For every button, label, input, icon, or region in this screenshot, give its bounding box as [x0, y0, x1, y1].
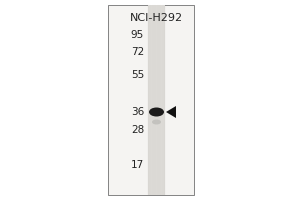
Bar	[148, 5, 165, 195]
Ellipse shape	[149, 108, 164, 116]
Text: 17: 17	[131, 160, 144, 170]
Text: 36: 36	[131, 107, 144, 117]
Bar	[108, 5, 194, 195]
Text: NCI-H292: NCI-H292	[130, 13, 183, 23]
Text: 28: 28	[131, 125, 144, 135]
Text: 72: 72	[131, 47, 144, 57]
Polygon shape	[166, 106, 176, 118]
Text: 95: 95	[131, 30, 144, 40]
Text: 55: 55	[131, 70, 144, 80]
Ellipse shape	[152, 119, 161, 124]
